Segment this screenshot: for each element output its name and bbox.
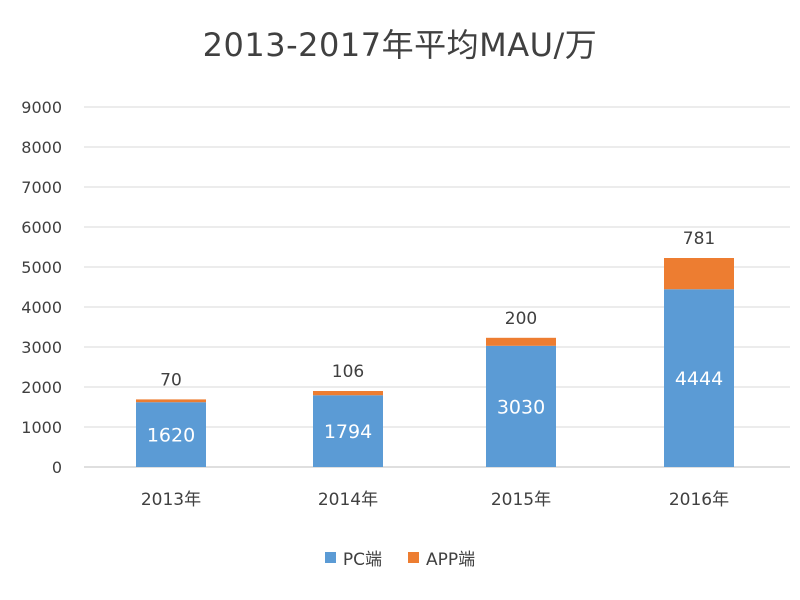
y-tick-label: 2000 bbox=[21, 378, 62, 397]
data-label-app: 70 bbox=[160, 370, 182, 390]
data-label-pc: 3030 bbox=[497, 396, 545, 418]
bar-app bbox=[313, 391, 383, 396]
x-category-label: 2013年 bbox=[141, 490, 201, 510]
y-tick-label: 1000 bbox=[21, 418, 62, 437]
y-tick-label: 9000 bbox=[21, 98, 62, 117]
data-label-pc: 4444 bbox=[675, 368, 723, 390]
y-tick-label: 3000 bbox=[21, 338, 62, 357]
legend-item-app: APP端 bbox=[407, 545, 476, 570]
legend-label-pc: PC端 bbox=[342, 550, 382, 570]
legend: PC端 APP端 bbox=[0, 545, 800, 570]
legend-item-pc: PC端 bbox=[324, 545, 382, 570]
bar-pc bbox=[486, 345, 556, 467]
bar-app bbox=[664, 258, 734, 290]
y-tick-label: 6000 bbox=[21, 218, 62, 237]
legend-label-app: APP端 bbox=[425, 550, 476, 570]
y-tick-label: 5000 bbox=[21, 258, 62, 277]
bar-pc bbox=[664, 289, 734, 467]
bar-pc bbox=[313, 395, 383, 467]
x-category-label: 2016年 bbox=[669, 490, 729, 510]
legend-swatch-app bbox=[407, 552, 419, 563]
y-tick-label: 7000 bbox=[21, 178, 62, 197]
chart-title: 2013-2017年平均MAU/万 bbox=[202, 26, 598, 64]
bar-pc bbox=[136, 402, 206, 467]
y-tick-label: 4000 bbox=[21, 298, 62, 317]
y-tick-label: 0 bbox=[52, 458, 62, 477]
data-label-pc: 1794 bbox=[324, 421, 372, 443]
data-label-app: 781 bbox=[683, 229, 715, 249]
data-label-app: 106 bbox=[332, 362, 364, 382]
data-label-pc: 1620 bbox=[147, 425, 195, 447]
data-label-app: 200 bbox=[505, 309, 537, 329]
legend-swatch-pc bbox=[324, 552, 336, 563]
y-tick-label: 8000 bbox=[21, 138, 62, 157]
bar-app bbox=[136, 399, 206, 403]
x-category-label: 2015年 bbox=[491, 490, 551, 510]
bar-app bbox=[486, 337, 556, 346]
x-category-label: 2014年 bbox=[318, 490, 378, 510]
